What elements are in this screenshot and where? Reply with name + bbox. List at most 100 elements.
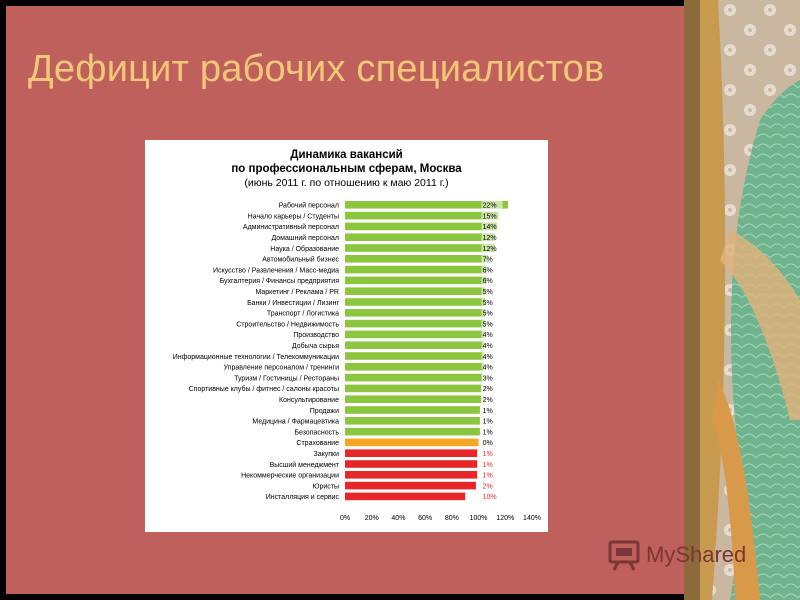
bar: [345, 211, 499, 220]
category-label: Инсталляция и сервис: [266, 494, 340, 501]
value-label-bg: [481, 481, 503, 490]
bar: [345, 276, 487, 285]
bar: [345, 222, 498, 231]
value-label-bg: [481, 395, 503, 403]
value-label: 6%: [483, 278, 493, 285]
value-label: 2%: [483, 386, 493, 393]
bar: [345, 395, 482, 403]
category-label: Страхование: [296, 440, 339, 447]
bar: [345, 330, 484, 339]
category-label: Управление персоналом / тренинги: [224, 365, 340, 372]
bar: [345, 287, 486, 295]
value-label: 1%: [483, 419, 493, 426]
bar: [345, 298, 486, 306]
category-label: Безопасность: [294, 429, 339, 436]
x-tick-label: 60%: [418, 515, 432, 522]
chart-subtitle-1: по профессиональным сферам, Москва: [231, 163, 462, 175]
value-label: 1%: [483, 451, 493, 458]
chart-panel: Динамика вакансий по профессиональным сф…: [145, 140, 548, 532]
category-label: Туризм / Гостиницы / Рестораны: [234, 375, 339, 382]
value-label-bg: [481, 222, 503, 231]
category-label: Спортивные клубы / фитнес / салоны красо…: [189, 385, 339, 393]
bar: [345, 255, 488, 263]
value-label: 1%: [483, 462, 493, 469]
value-label: 7%: [483, 257, 493, 264]
category-label: Юристы: [312, 483, 339, 490]
value-label-bg: [481, 233, 503, 241]
value-label-bg: [481, 492, 503, 501]
slide-title: Дефицит рабочих специалистов: [28, 48, 605, 90]
category-label: Производство: [293, 332, 339, 339]
value-label: 4%: [483, 354, 493, 361]
bar: [345, 492, 466, 501]
category-label: Продажи: [310, 408, 339, 415]
bar: [345, 201, 508, 209]
value-label: 5%: [483, 289, 493, 296]
value-label-bg: [481, 330, 503, 339]
value-label: 5%: [483, 321, 493, 328]
category-label: Информационные технологии / Телекоммуник…: [173, 354, 339, 361]
value-label-bg: [481, 298, 503, 306]
category-label: Высший менеджмент: [270, 461, 340, 469]
value-label: 12%: [483, 235, 497, 242]
value-label: 4%: [483, 343, 493, 350]
x-tick-label: 40%: [391, 515, 405, 522]
value-label-bg: [481, 471, 503, 479]
value-label: 1%: [483, 408, 493, 415]
value-label: 4%: [483, 365, 493, 372]
bar: [345, 233, 495, 241]
value-label: 0%: [483, 440, 493, 447]
chart-title: Динамика вакансий: [290, 149, 403, 161]
value-label-bg: [481, 373, 503, 382]
bar: [345, 373, 483, 382]
x-tick-label: 100%: [470, 515, 488, 522]
value-label: 5%: [483, 311, 493, 318]
chart-subtitle-2: (июнь 2011 г. по отношению к маю 2011 г.…: [244, 177, 449, 189]
value-label-bg: [481, 406, 503, 414]
x-tick-label: 0%: [340, 515, 350, 522]
value-label: 10%: [483, 494, 497, 501]
value-label-bg: [481, 438, 503, 447]
bar: [345, 352, 484, 360]
bar: [345, 427, 480, 436]
value-label: 3%: [483, 375, 493, 382]
value-label: 15%: [483, 213, 497, 220]
category-label: Рабочий персонал: [279, 202, 339, 210]
value-label-bg: [481, 427, 503, 436]
category-label: Консультирование: [279, 397, 339, 404]
category-label: Бухгалтерия / Финансы предприятия: [220, 278, 340, 285]
category-label: Административный персонал: [243, 223, 339, 231]
bar: [345, 460, 478, 468]
x-tick-label: 80%: [445, 515, 459, 522]
bar: [345, 417, 480, 425]
value-label: 4%: [483, 332, 493, 339]
x-tick-label: 20%: [365, 515, 379, 522]
value-label-bg: [481, 201, 503, 209]
category-label: Транспорт / Логистика: [267, 311, 339, 318]
bar: [345, 265, 487, 274]
value-label-bg: [481, 287, 503, 295]
category-label: Наука / Образование: [270, 245, 339, 253]
category-label: Строительство / Недвижимость: [236, 321, 339, 328]
value-label-bg: [481, 449, 503, 457]
x-tick-label: 140%: [523, 515, 541, 522]
value-label: 6%: [483, 267, 493, 274]
bar: [345, 319, 486, 328]
bar: [345, 244, 495, 252]
value-label-bg: [481, 341, 503, 349]
value-label: 14%: [483, 224, 497, 231]
value-label-bg: [481, 352, 503, 360]
value-label-bg: [481, 265, 503, 274]
category-label: Закупки: [313, 451, 339, 458]
value-label: 5%: [483, 300, 493, 307]
category-label: Домашний персонал: [271, 234, 339, 242]
category-label: Добыча сырья: [292, 342, 339, 350]
value-label-bg: [481, 363, 503, 371]
value-label: 2%: [483, 397, 493, 404]
value-label-bg: [481, 309, 503, 317]
value-label: 12%: [483, 246, 497, 253]
value-label-bg: [481, 417, 503, 425]
watermark-logo: [608, 540, 640, 571]
bar: [345, 438, 479, 447]
